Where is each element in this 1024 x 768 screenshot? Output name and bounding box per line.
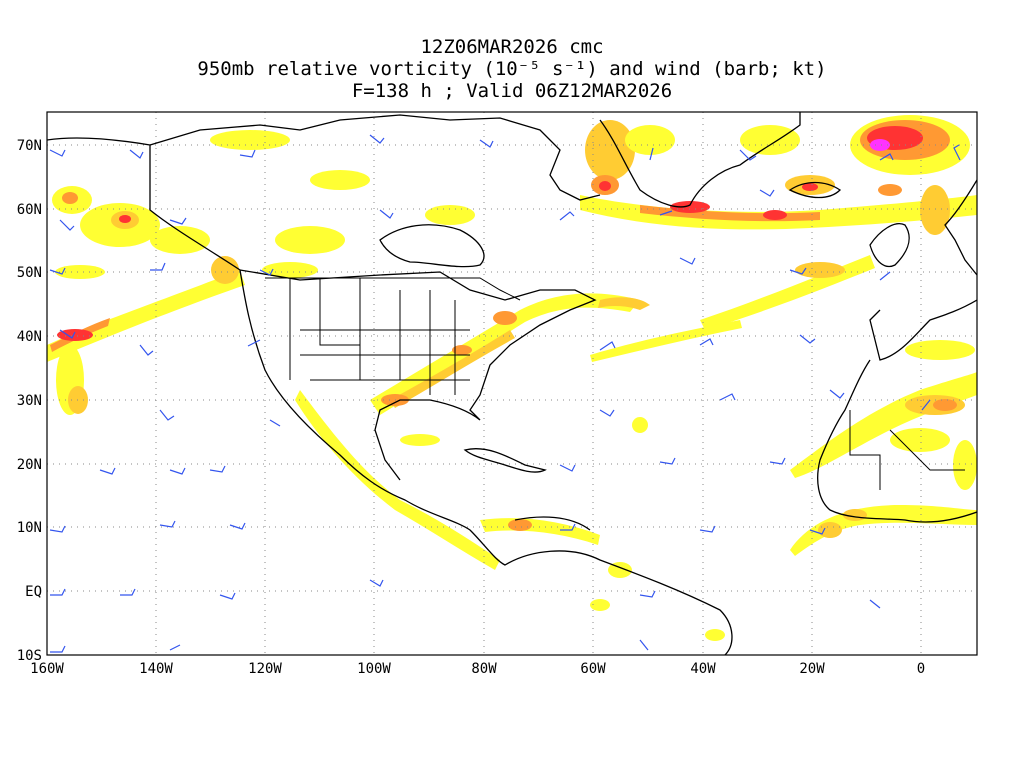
vorticity-shading bbox=[47, 115, 977, 641]
lat-label-30n: 30N bbox=[17, 393, 42, 409]
lon-label-40w: 40W bbox=[690, 661, 716, 677]
plot-frame bbox=[46, 111, 978, 656]
lat-label-70n: 70N bbox=[17, 138, 42, 154]
lon-label-20w: 20W bbox=[799, 661, 825, 677]
lat-label-10s: 10S bbox=[17, 648, 42, 664]
political-borders bbox=[149, 145, 965, 490]
lon-labels: 160W 140W 120W 100W 80W 60W 40W 20W 0 bbox=[30, 661, 925, 677]
lon-label-160w: 160W bbox=[30, 661, 64, 677]
lat-label-20n: 20N bbox=[17, 457, 42, 473]
lon-label-140w: 140W bbox=[139, 661, 173, 677]
wind-barbs bbox=[49, 134, 961, 653]
lat-label-eq: EQ bbox=[25, 584, 42, 600]
lat-label-60n: 60N bbox=[17, 202, 42, 218]
title-line-1: 12Z06MAR2026 cmc bbox=[420, 36, 604, 58]
title-line-2: 950mb relative vorticity (10⁻⁵ s⁻¹) and … bbox=[197, 58, 827, 80]
coastlines bbox=[47, 112, 977, 655]
lon-label-80w: 80W bbox=[471, 661, 497, 677]
lat-label-50n: 50N bbox=[17, 265, 42, 281]
lon-label-120w: 120W bbox=[248, 661, 282, 677]
lon-label-0: 0 bbox=[917, 661, 925, 677]
gridlines bbox=[47, 112, 977, 655]
title-line-3: F=138 h ; Valid 06Z12MAR2026 bbox=[351, 80, 673, 102]
lat-label-40n: 40N bbox=[17, 329, 42, 345]
lon-label-100w: 100W bbox=[357, 661, 391, 677]
lon-label-60w: 60W bbox=[580, 661, 606, 677]
lat-label-10n: 10N bbox=[17, 520, 42, 536]
vort-band-pacific bbox=[47, 270, 245, 362]
lat-labels: 70N 60N 50N 40N 30N 20N 10N EQ 10S bbox=[17, 138, 42, 664]
